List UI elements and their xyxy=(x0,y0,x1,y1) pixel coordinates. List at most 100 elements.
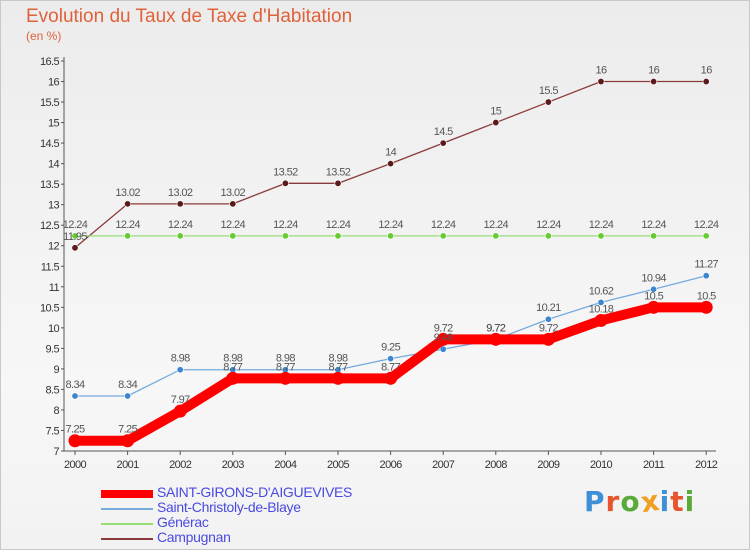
y-tick-label: 8 xyxy=(53,405,59,417)
series-point-0 xyxy=(68,434,82,448)
series-point-1 xyxy=(597,298,605,306)
x-tick-label: 2006 xyxy=(380,459,403,471)
data-label-1: 11.27 xyxy=(694,259,718,271)
data-labels: 11.95 13.02 13.02 13.02 13.52 13.52 14 14.5 15 15… xyxy=(63,65,720,436)
series-point-2 xyxy=(597,232,605,240)
series-point-2 xyxy=(650,232,658,240)
data-label-1: 8.98 xyxy=(171,353,190,365)
y-tick-label: 11 xyxy=(49,282,60,294)
data-label-0: 8.77 xyxy=(223,361,242,373)
x-tick-label: 2001 xyxy=(117,459,140,471)
data-label-2: 12.24 xyxy=(641,219,666,231)
data-label-2: 12.24 xyxy=(168,219,193,231)
data-label-3: 15.5 xyxy=(539,85,558,97)
series-point-2 xyxy=(544,232,552,240)
series-point-3 xyxy=(492,119,500,127)
data-label-2: 12.24 xyxy=(589,219,614,231)
data-label-0: 10.18 xyxy=(589,303,614,315)
data-label-2: 12.24 xyxy=(536,219,561,231)
series-point-3 xyxy=(650,78,658,86)
series-point-2 xyxy=(439,232,447,240)
y-tick-label: 13 xyxy=(48,200,60,212)
x-tick-label: 2002 xyxy=(169,459,192,471)
y-tick-label: 12 xyxy=(48,241,60,253)
data-label-1: 8.34 xyxy=(118,379,137,391)
data-label-3: 14 xyxy=(385,147,397,159)
series-point-1 xyxy=(650,285,658,293)
legend-swatch xyxy=(101,508,153,510)
series-point-0 xyxy=(594,313,608,327)
data-label-1: 10.21 xyxy=(536,302,561,314)
data-label-2: 12.24 xyxy=(694,219,719,231)
series-point-0 xyxy=(489,332,503,346)
series-point-0 xyxy=(541,332,555,346)
series-point-0 xyxy=(121,434,135,448)
series-point-1 xyxy=(387,355,395,363)
axes: 7 7.5 8 8.5 9 9.5 10 10.5 11 11.5 12 12.5 13 13.5 14 14… xyxy=(40,56,718,471)
y-tick-label: 15.5 xyxy=(40,97,59,109)
series-point-1 xyxy=(176,366,184,374)
series-point-3 xyxy=(281,179,289,187)
data-label-0: 8.77 xyxy=(328,361,347,373)
data-label-3: 13.02 xyxy=(168,187,193,199)
series-point-3 xyxy=(334,179,342,187)
y-tick-label: 12.5 xyxy=(40,220,59,232)
y-tick-label: 7.5 xyxy=(46,425,60,437)
y-tick-label: 13.5 xyxy=(40,179,59,191)
legend-swatch xyxy=(101,538,153,540)
series-point-2 xyxy=(176,232,184,240)
data-label-3: 13.52 xyxy=(273,166,298,178)
x-tick-label: 2007 xyxy=(432,459,455,471)
y-tick-label: 11.5 xyxy=(41,261,60,273)
series-point-2 xyxy=(124,232,132,240)
data-label-3: 15 xyxy=(490,106,502,118)
y-tick-label: 14.5 xyxy=(40,138,59,150)
series-point-3 xyxy=(176,200,184,208)
y-tick-label: 10.5 xyxy=(40,302,59,314)
series-point-3 xyxy=(702,78,710,86)
data-label-1: 9.48 xyxy=(434,332,453,344)
data-label-3: 16 xyxy=(701,65,713,77)
legend-label: Générac xyxy=(157,514,209,530)
series-point-0 xyxy=(384,371,398,385)
series-point-2 xyxy=(71,232,79,240)
data-label-3: 13.02 xyxy=(221,187,246,199)
series-point-1 xyxy=(544,315,552,323)
series-point-3 xyxy=(71,244,79,252)
data-label-2: 12.24 xyxy=(115,219,140,231)
legend-label: Campugnan xyxy=(157,529,231,545)
x-tick-label: 2005 xyxy=(327,459,350,471)
series-point-3 xyxy=(544,98,552,106)
data-label-0: 10.5 xyxy=(644,290,663,302)
y-tick-label: 14 xyxy=(48,159,60,171)
data-label-0: 10.5 xyxy=(697,290,716,302)
chart-subtitle: (en %) xyxy=(26,29,62,43)
y-tick-label: 15 xyxy=(48,118,60,130)
data-label-0: 7.25 xyxy=(65,424,84,436)
data-label-1: 10.94 xyxy=(641,272,666,284)
data-label-2: 12.24 xyxy=(378,219,403,231)
series-point-1 xyxy=(439,345,447,353)
data-label-2: 12.24 xyxy=(221,219,246,231)
legend-label: Saint-Christoly-de-Blaye xyxy=(157,499,301,515)
y-tick-label: 7 xyxy=(53,446,59,458)
y-tick-label: 9.5 xyxy=(46,343,60,355)
x-tick-label: 2011 xyxy=(643,459,665,471)
proxiti-logo: Proxiti xyxy=(584,483,696,520)
series-point-0 xyxy=(278,371,292,385)
series-point-2 xyxy=(702,232,710,240)
data-label-1: 9.25 xyxy=(381,342,400,354)
x-tick-label: 2009 xyxy=(537,459,560,471)
series-point-3 xyxy=(387,160,395,168)
series-point-3 xyxy=(229,200,237,208)
data-label-2: 12.24 xyxy=(431,219,456,231)
x-tick-label: 2000 xyxy=(64,459,87,471)
data-label-0: 7.25 xyxy=(118,424,137,436)
y-tick-label: 9 xyxy=(53,364,59,376)
series-point-1 xyxy=(702,272,710,280)
data-label-0: 9.72 xyxy=(434,322,453,334)
series-point-0 xyxy=(226,371,240,385)
data-label-2: 12.24 xyxy=(63,219,88,231)
